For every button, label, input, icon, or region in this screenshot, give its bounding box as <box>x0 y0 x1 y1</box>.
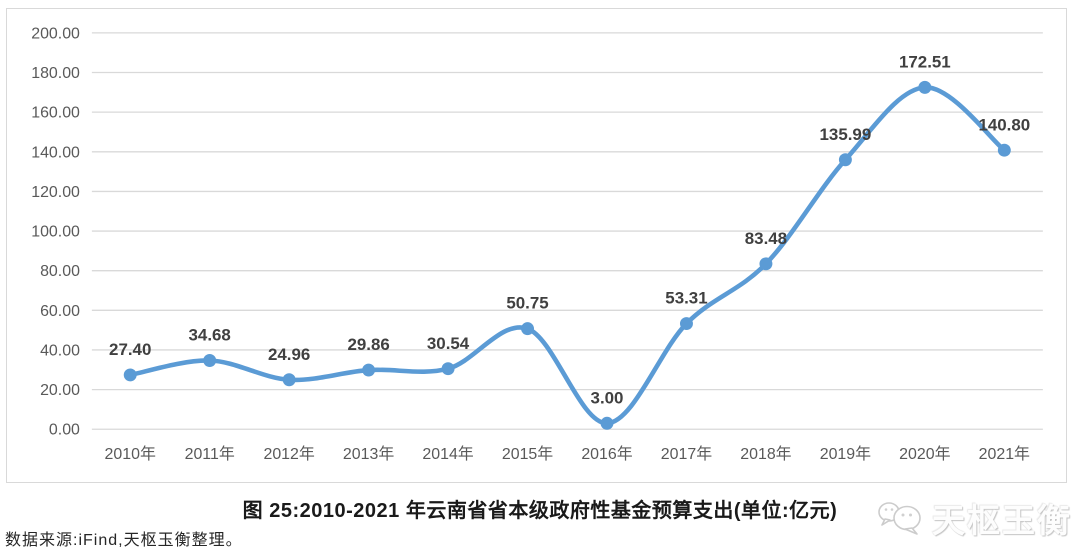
x-category-label: 2018年 <box>740 445 791 463</box>
data-point-marker <box>362 363 376 377</box>
data-point-label: 53.31 <box>665 289 707 308</box>
data-point-label: 30.54 <box>427 334 470 353</box>
data-point-label: 24.96 <box>268 345 310 364</box>
y-tick-label: 60.00 <box>40 303 80 320</box>
x-category-label: 2012年 <box>263 445 314 463</box>
data-point-label: 135.99 <box>820 125 872 144</box>
y-tick-label: 120.00 <box>31 184 80 201</box>
x-category-label: 2016年 <box>581 445 632 463</box>
data-point-marker <box>123 368 137 382</box>
data-point-label: 140.80 <box>978 115 1030 134</box>
x-category-label: 2020年 <box>899 445 950 463</box>
series-line <box>127 85 1007 426</box>
chart-area: 0.00 20.00 40.00 60.00 80.00 100.00 120.00 140.… <box>6 8 1067 483</box>
x-category-label: 2021年 <box>979 445 1030 463</box>
data-point-marker <box>282 373 296 387</box>
y-tick-label: 140.00 <box>31 144 80 161</box>
figure-caption: 图 25:2010-2021 年云南省省本级政府性基金预算支出(单位:亿元) <box>242 500 838 522</box>
data-point-label: 29.86 <box>347 335 389 354</box>
x-category-label: 2015年 <box>502 445 553 463</box>
y-tick-label: 100.00 <box>31 224 80 241</box>
y-tick-label: 180.00 <box>31 65 80 82</box>
data-point-marker <box>521 322 535 336</box>
y-tick-label: 20.00 <box>40 382 80 399</box>
y-tick-label: 160.00 <box>31 105 80 122</box>
x-category-label: 2017年 <box>661 445 712 463</box>
data-point-label: 83.48 <box>745 229 787 248</box>
x-category-label: 2014年 <box>422 445 473 463</box>
data-point-marker <box>918 80 932 94</box>
y-tick-label: 200.00 <box>31 25 80 42</box>
source-note: 数据来源:iFind,天枢玉衡整理。 <box>5 532 243 549</box>
data-point-marker <box>997 143 1011 157</box>
line-chart: 0.00 20.00 40.00 60.00 80.00 100.00 120.00 140.… <box>31 25 1043 463</box>
x-category-label: 2010年 <box>105 445 156 463</box>
data-point-marker <box>759 257 773 271</box>
data-point-marker <box>679 317 693 331</box>
data-point-label: 3.00 <box>591 388 624 407</box>
data-point-label: 27.40 <box>109 340 151 359</box>
x-category-label: 2011年 <box>185 445 235 463</box>
data-point-label: 34.68 <box>189 326 231 345</box>
data-point-marker <box>838 153 852 167</box>
y-tick-label: 40.00 <box>40 342 80 359</box>
x-category-label: 2019年 <box>820 445 871 463</box>
y-tick-label: 80.00 <box>40 263 80 280</box>
data-point-marker <box>600 416 614 430</box>
y-tick-label: 0.00 <box>49 422 80 439</box>
data-point-label: 50.75 <box>506 294 548 313</box>
data-point-label: 172.51 <box>899 52 951 71</box>
x-category-label: 2013年 <box>343 445 394 463</box>
data-point-marker <box>203 354 217 367</box>
data-point-marker <box>441 362 455 376</box>
